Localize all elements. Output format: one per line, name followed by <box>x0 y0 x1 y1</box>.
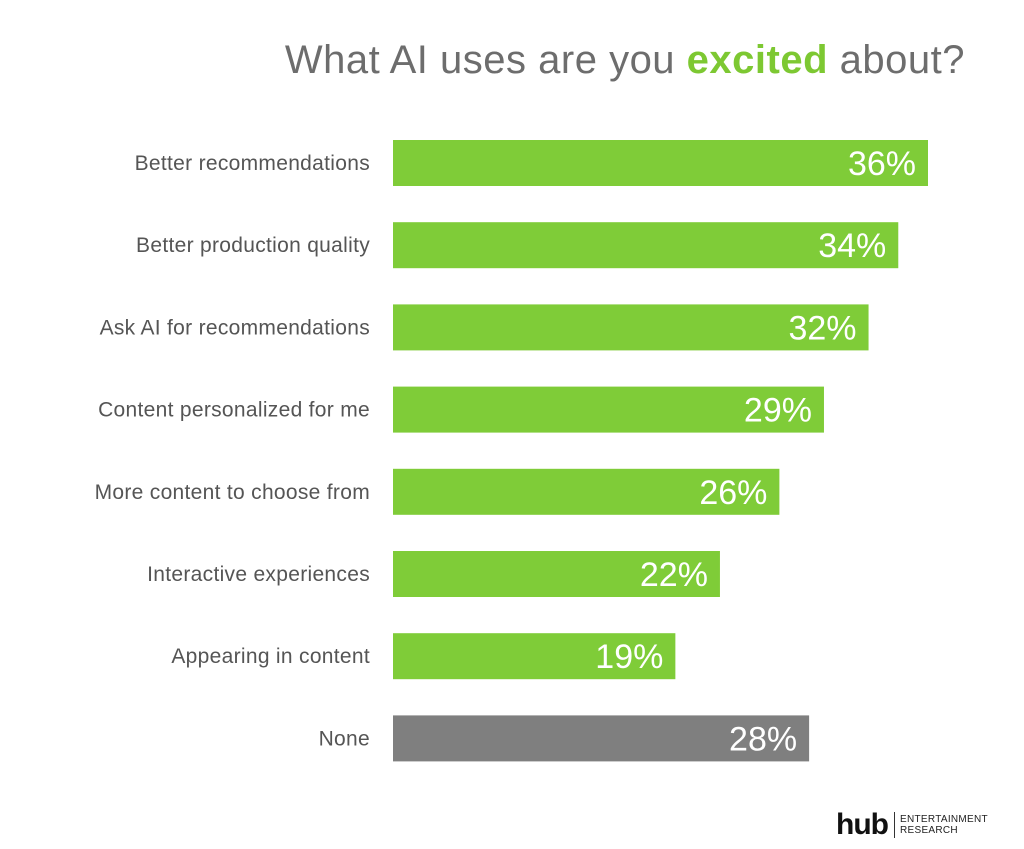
category-label: Ask AI for recommendations <box>100 316 370 339</box>
logo-line-2: RESEARCH <box>899 825 958 836</box>
bar <box>393 304 869 351</box>
bar <box>393 468 780 515</box>
logo-text: ENTERTAINMENT RESEARCH <box>900 814 988 836</box>
logo-divider <box>893 812 895 838</box>
category-label: None <box>319 727 370 750</box>
bar <box>393 222 899 269</box>
hub-logo: hub ENTERTAINMENT RESEARCH <box>836 810 988 840</box>
value-label: 34% <box>818 227 886 265</box>
value-label: 28% <box>729 720 797 758</box>
chart-title-end: about? <box>828 38 965 82</box>
chart-title-start: What AI uses are you <box>284 38 687 82</box>
bar <box>393 386 824 433</box>
category-label: Appearing in content <box>171 645 370 668</box>
value-label: 36% <box>848 145 916 183</box>
logo-line-1: ENTERTAINMENT <box>899 814 988 825</box>
bar <box>393 551 720 597</box>
logo-mark: hub <box>836 808 889 841</box>
value-label: 26% <box>699 474 767 512</box>
value-label: 22% <box>640 556 708 594</box>
bar <box>393 140 928 186</box>
category-label: Better recommendations <box>135 152 370 175</box>
category-label: Better production quality <box>136 234 370 257</box>
category-label: Content personalized for me <box>98 399 370 422</box>
bar <box>393 715 810 762</box>
chart-title-highlight: excited <box>686 38 829 82</box>
value-label: 19% <box>595 638 663 676</box>
value-label: 29% <box>744 392 812 430</box>
chart-title: What AI uses are you excited about? <box>0 38 965 83</box>
value-label: 32% <box>788 309 856 347</box>
category-label: More content to choose from <box>95 481 370 504</box>
category-label: Interactive experiences <box>147 563 370 586</box>
bar <box>393 633 676 680</box>
